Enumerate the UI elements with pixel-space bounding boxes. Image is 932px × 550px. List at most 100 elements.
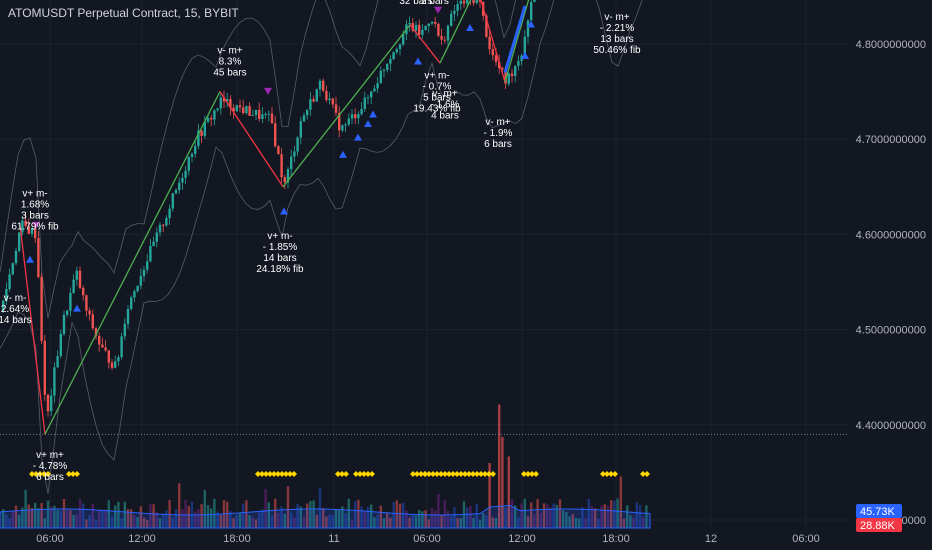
volume-bar	[366, 506, 370, 528]
pivot-annotation: v+ m-- 1.85% 14 bars 24.18% fib	[256, 231, 304, 275]
volume-bar	[75, 514, 78, 528]
annotation-line: 61.79% fib	[11, 221, 59, 232]
volume-bar	[338, 509, 341, 528]
candle-body	[459, 0, 462, 4]
candle-body	[72, 279, 75, 293]
time-tick-label: 18:00	[602, 533, 630, 545]
volume-bar	[616, 498, 619, 528]
candle-body	[318, 80, 322, 90]
candle-body	[430, 21, 434, 24]
candle-body	[491, 49, 494, 56]
volume-bar	[184, 499, 187, 528]
diamond-marker	[29, 471, 35, 477]
annotation-line: 6 bars	[484, 139, 512, 150]
time-tick-label: 06:00	[36, 533, 64, 545]
volume-bar	[427, 519, 430, 528]
volume-bar	[443, 500, 446, 528]
volume-bar	[642, 516, 645, 528]
volume-bar	[82, 503, 85, 528]
candle-body	[123, 323, 126, 337]
candle-body	[302, 115, 306, 122]
candle-body	[306, 109, 309, 116]
volume-bar	[488, 463, 491, 528]
annotation-line: v+ m-	[22, 188, 47, 199]
pivot-annotation: v+ m-1.68% 3 bars 61.79% fib	[11, 188, 59, 232]
volume-bar	[638, 505, 642, 528]
diamond-marker	[267, 471, 273, 477]
volume-bar	[322, 508, 325, 528]
price-tick-label: 4.7000000000	[856, 134, 926, 146]
diamond-marker	[287, 471, 293, 477]
volume-bar	[21, 507, 24, 528]
diamond-marker	[482, 471, 488, 477]
diamond-marker	[271, 471, 277, 477]
diamond-marker	[529, 471, 535, 477]
annotation-line: 24.18% fib	[256, 264, 304, 275]
candle-body	[94, 328, 98, 337]
candle-body	[216, 108, 219, 111]
volume-bar	[56, 510, 59, 528]
candle-body	[392, 52, 395, 60]
volume-bar	[414, 515, 418, 528]
candle-body	[235, 105, 238, 112]
volume-bar	[574, 517, 578, 528]
candle-body	[152, 241, 155, 246]
volume-bar	[584, 518, 587, 528]
candle-body	[168, 208, 171, 219]
candle-body	[85, 295, 88, 311]
diamond-marker	[430, 471, 436, 477]
volume-pane	[0, 404, 651, 529]
volume-bar	[478, 519, 482, 528]
volume-bar	[251, 517, 254, 528]
volume-bar	[315, 514, 318, 528]
volume-bar	[437, 494, 440, 528]
candle-body	[258, 109, 261, 119]
candle-body	[370, 91, 373, 98]
candle-body	[440, 35, 443, 40]
candle-body	[504, 69, 507, 84]
volume-tag-label: 28.88K	[860, 520, 896, 532]
candle-body	[382, 69, 386, 71]
volume-bar	[309, 500, 312, 528]
diamond-marker	[490, 471, 496, 477]
candle-body	[91, 314, 94, 329]
volume-bar	[402, 502, 405, 528]
diamond-marker	[279, 471, 285, 477]
candle-body	[389, 59, 392, 64]
volume-bar	[331, 515, 334, 528]
candle-body	[267, 113, 270, 115]
diamond-marker	[353, 471, 359, 477]
annotation-line: 19.43% fib	[413, 103, 461, 114]
candle-body	[472, 0, 475, 4]
diamond-marker	[600, 471, 606, 477]
candle-body	[171, 193, 174, 209]
time-tick-label: 12:00	[128, 533, 156, 545]
volume-bar	[181, 509, 184, 528]
candle-body	[21, 220, 24, 233]
pivot-annotation: v- m-3.75%32 bars	[399, 0, 432, 7]
volume-bar	[200, 504, 203, 528]
volume-bar	[238, 512, 242, 528]
volume-bar	[421, 511, 424, 528]
volume-bar	[306, 503, 309, 528]
candle-body	[162, 224, 165, 226]
price-tags: 5.04500000004.92773735254.924.9100000000…	[856, 504, 902, 532]
candle-body	[354, 114, 357, 119]
time-axis[interactable]: 06:00 12:00 18:00 11 06:00 12:00 18:00 12 06:00	[36, 533, 820, 545]
volume-bar	[34, 502, 37, 528]
candle-body	[309, 99, 312, 110]
diamond-marker	[369, 471, 375, 477]
candle-body	[507, 73, 510, 84]
candle-body	[456, 3, 459, 11]
volume-bar	[453, 507, 456, 528]
candle-body	[242, 107, 245, 114]
volume-bar	[482, 513, 485, 528]
zigzag-segment	[504, 0, 530, 83]
volume-bar	[110, 516, 114, 528]
diamond-marker	[521, 471, 527, 477]
candle-body	[421, 29, 424, 35]
pivot-annotation: v- m+ - 1.6% 4 bars	[431, 88, 460, 121]
buy-marker	[280, 207, 288, 215]
diamond-marker	[426, 471, 432, 477]
